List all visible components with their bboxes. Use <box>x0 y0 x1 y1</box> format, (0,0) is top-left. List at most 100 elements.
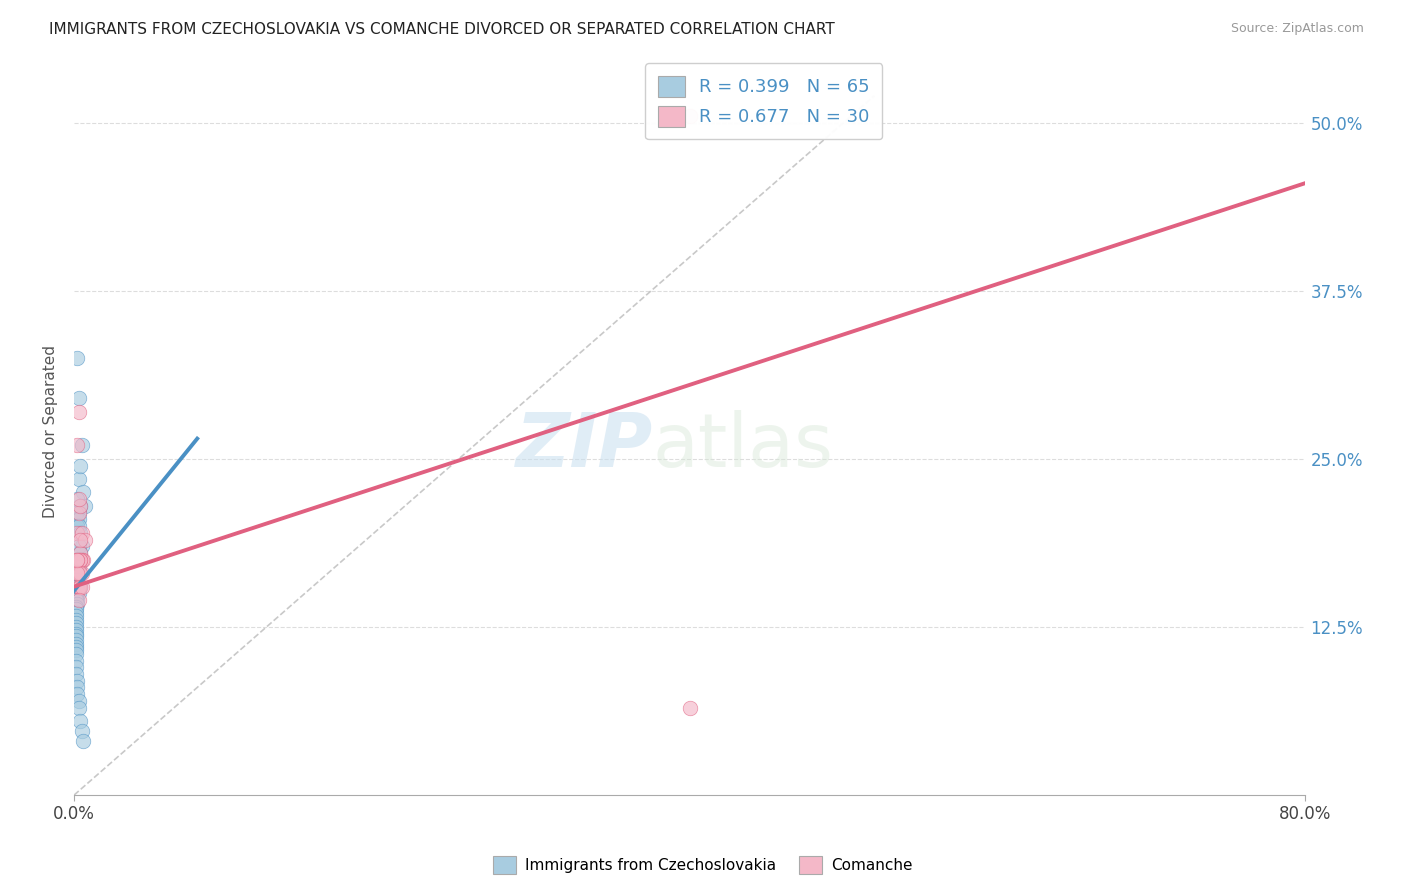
Point <box>65 552 87 566</box>
Point <box>72 552 94 566</box>
Point <box>67 566 90 581</box>
Point <box>73 533 96 547</box>
Text: atlas: atlas <box>652 410 834 483</box>
Point <box>66 566 89 581</box>
Point <box>65 629 87 643</box>
Point <box>65 580 87 594</box>
Point <box>66 438 89 452</box>
Point <box>69 552 91 566</box>
Point <box>66 593 89 607</box>
Point <box>69 546 91 560</box>
Point <box>66 580 89 594</box>
Legend: R = 0.399   N = 65, R = 0.677   N = 30: R = 0.399 N = 65, R = 0.677 N = 30 <box>645 63 883 139</box>
Point <box>66 673 89 688</box>
Point <box>69 533 91 547</box>
Point <box>67 472 90 486</box>
Point <box>70 438 93 452</box>
Point <box>69 458 91 473</box>
Point <box>66 552 89 566</box>
Point <box>70 723 93 738</box>
Point <box>65 637 87 651</box>
Point <box>65 615 87 630</box>
Point <box>66 566 89 581</box>
Point <box>679 700 702 714</box>
Point <box>66 519 89 533</box>
Point <box>70 552 93 566</box>
Point <box>69 552 91 566</box>
Point <box>69 580 91 594</box>
Point <box>67 512 90 526</box>
Point <box>67 539 90 553</box>
Point <box>67 552 90 566</box>
Point <box>65 506 87 520</box>
Point <box>70 539 93 553</box>
Point <box>65 667 87 681</box>
Point <box>69 499 91 513</box>
Point <box>69 499 91 513</box>
Point <box>66 586 89 600</box>
Point <box>66 566 89 581</box>
Point <box>67 694 90 708</box>
Point <box>67 506 90 520</box>
Text: Source: ZipAtlas.com: Source: ZipAtlas.com <box>1230 22 1364 36</box>
Point <box>66 351 89 365</box>
Point <box>67 559 90 574</box>
Point <box>67 700 90 714</box>
Point <box>67 506 90 520</box>
Point <box>65 647 87 661</box>
Point <box>67 492 90 507</box>
Point <box>65 620 87 634</box>
Point <box>69 525 91 540</box>
Point <box>69 546 91 560</box>
Point <box>65 609 87 624</box>
Point <box>65 626 87 640</box>
Point <box>69 566 91 581</box>
Point <box>66 552 89 566</box>
Point <box>66 597 89 611</box>
Point <box>65 589 87 603</box>
Point <box>67 586 90 600</box>
Point <box>65 633 87 648</box>
Point <box>69 566 91 581</box>
Point <box>69 580 91 594</box>
Point <box>65 607 87 621</box>
Point <box>72 734 94 748</box>
Point <box>65 660 87 674</box>
Point <box>65 593 87 607</box>
Text: IMMIGRANTS FROM CZECHOSLOVAKIA VS COMANCHE DIVORCED OR SEPARATED CORRELATION CHA: IMMIGRANTS FROM CZECHOSLOVAKIA VS COMANC… <box>49 22 835 37</box>
Point <box>65 552 87 566</box>
Point <box>679 109 702 123</box>
Point <box>66 552 89 566</box>
Point <box>65 599 87 614</box>
Point <box>67 580 90 594</box>
Point <box>65 654 87 668</box>
Point <box>67 580 90 594</box>
Point <box>65 623 87 637</box>
Y-axis label: Divorced or Separated: Divorced or Separated <box>44 345 58 518</box>
Point <box>67 593 90 607</box>
Point <box>66 687 89 701</box>
Point <box>67 392 90 406</box>
Point <box>65 642 87 657</box>
Point <box>67 519 90 533</box>
Point <box>66 566 89 581</box>
Point <box>66 552 89 566</box>
Point <box>66 573 89 587</box>
Point <box>66 512 89 526</box>
Point <box>66 681 89 695</box>
Point <box>67 566 90 581</box>
Legend: Immigrants from Czechoslovakia, Comanche: Immigrants from Czechoslovakia, Comanche <box>486 850 920 880</box>
Point <box>69 714 91 728</box>
Text: ZIP: ZIP <box>516 410 652 483</box>
Point <box>65 573 87 587</box>
Point <box>67 580 90 594</box>
Point <box>72 485 94 500</box>
Point <box>66 525 89 540</box>
Point <box>70 525 93 540</box>
Point <box>70 566 93 581</box>
Point <box>65 640 87 654</box>
Point <box>66 492 89 507</box>
Point <box>70 580 93 594</box>
Point <box>65 613 87 627</box>
Point <box>65 602 87 616</box>
